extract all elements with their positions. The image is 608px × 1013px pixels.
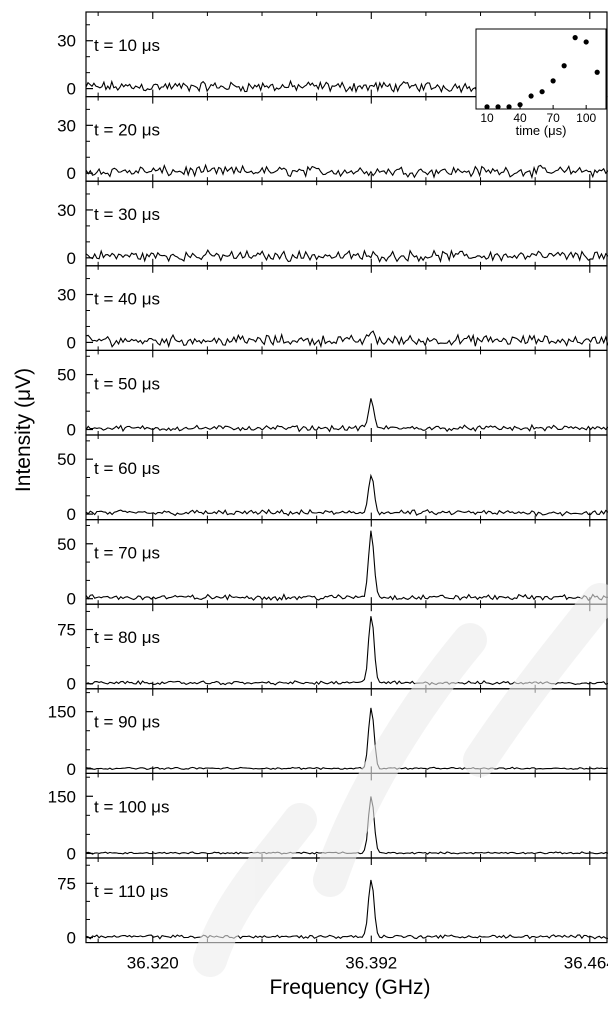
panel-label: t = 20 μs	[94, 121, 160, 140]
inset-x-tick-label: 100	[576, 111, 596, 125]
y-tick-label: 50	[57, 535, 76, 554]
spectrum-line	[85, 530, 608, 602]
y-tick-label: 0	[67, 590, 76, 609]
panel-label: t = 70 μs	[94, 544, 160, 563]
inset-point	[495, 104, 501, 110]
y-tick-label: 0	[67, 80, 76, 99]
panel-label: t = 40 μs	[94, 290, 160, 309]
y-tick-label: 0	[67, 249, 76, 268]
panel-label: t = 80 μs	[94, 628, 160, 647]
panel: 0 75 t = 80 μs	[57, 603, 608, 694]
panel-label: t = 60 μs	[94, 459, 160, 478]
y-tick-label: 50	[57, 366, 76, 385]
panel: 0 50 t = 60 μs	[57, 434, 608, 524]
inset-point	[550, 78, 556, 84]
panel: 0 30 t = 40 μs	[57, 265, 608, 352]
panel-frame	[85, 518, 608, 605]
spectrum-line	[85, 398, 608, 433]
y-tick-label: 150	[48, 703, 76, 722]
inset-point	[594, 69, 600, 75]
spectrum-line	[85, 330, 608, 349]
inset-point	[572, 35, 578, 41]
x-tick-label: 36.392	[345, 954, 397, 973]
inset-point	[583, 39, 589, 45]
y-tick-label: 75	[57, 874, 76, 893]
panel: 0 50 t = 50 μs	[57, 349, 608, 440]
inset-point	[484, 104, 490, 110]
inset-chart: 10 40 70 100 time (μs)	[475, 28, 607, 138]
panel: 0 75 t = 110 μs	[57, 857, 608, 948]
panel-label: t = 10 μs	[94, 36, 160, 55]
spectrum-line	[85, 248, 608, 264]
panel: 0 150 t = 90 μs	[48, 688, 608, 779]
inset-x-tick-label: 70	[546, 111, 560, 125]
x-tick-label: 36.464	[564, 954, 608, 973]
y-tick-label: 50	[57, 450, 76, 469]
spectrum-line	[85, 163, 608, 180]
y-tick-label: 0	[67, 333, 76, 352]
inset-x-axis-label: time (μs)	[516, 123, 567, 138]
y-tick-label: 30	[57, 201, 76, 220]
y-tick-label: 30	[57, 32, 76, 51]
x-tick-label: 36.320	[127, 954, 179, 973]
spectrum-line	[85, 879, 608, 940]
panel-frame	[85, 688, 608, 774]
spectrum-line	[85, 616, 608, 686]
y-tick-label: 0	[67, 675, 76, 694]
panel-label: t = 110 μs	[94, 882, 168, 901]
panel-label: t = 30 μs	[94, 205, 160, 224]
panel-label: t = 90 μs	[94, 713, 160, 732]
y-tick-label: 30	[57, 286, 76, 305]
inset-point	[506, 104, 512, 110]
y-tick-label: 0	[67, 929, 76, 948]
panel: 0 50 t = 70 μs	[57, 518, 608, 609]
x-axis-label: Frequency (GHz)	[269, 976, 430, 999]
y-tick-label: 0	[67, 421, 76, 440]
inset-point	[528, 93, 534, 99]
panels: 0 30 t = 10 μs 0 30 t = 20 μs 0 30 t = 30 μs 0 30 t…	[48, 11, 608, 973]
inset-x-tick-label: 40	[513, 111, 527, 125]
inset-point	[561, 63, 567, 69]
panel-frame	[85, 180, 608, 267]
inset-point	[539, 89, 545, 95]
y-tick-label: 75	[57, 621, 76, 640]
panel-frame	[85, 603, 608, 690]
y-axis-label: Intensity (μV)	[12, 368, 35, 492]
panel-frame	[85, 349, 608, 436]
panel: 0 30 t = 20 μs	[57, 95, 608, 183]
inset-x-tick-label: 10	[480, 111, 494, 125]
y-tick-label: 30	[57, 116, 76, 135]
spectrum-line	[85, 707, 608, 770]
panel-label: t = 50 μs	[94, 374, 160, 393]
panel-frame	[85, 434, 608, 521]
panel-label: t = 100 μs	[94, 797, 169, 816]
inset-point	[517, 102, 523, 108]
y-tick-label: 0	[67, 164, 76, 183]
panel: 0 150 t = 100 μs	[48, 772, 608, 863]
y-tick-label: 0	[67, 505, 76, 524]
spectrum-line	[85, 473, 608, 517]
y-tick-label: 150	[48, 787, 76, 806]
panel: 0 30 t = 30 μs	[57, 180, 608, 268]
y-tick-label: 0	[67, 760, 76, 779]
y-tick-label: 0	[67, 844, 76, 863]
